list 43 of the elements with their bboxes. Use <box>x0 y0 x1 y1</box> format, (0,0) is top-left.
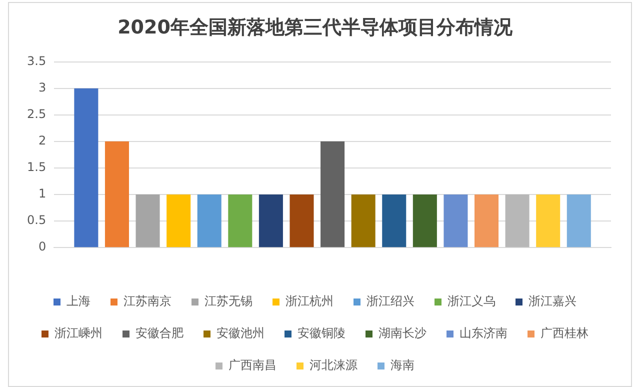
legend-label: 广西桂林 <box>540 326 588 340</box>
bar <box>536 194 560 248</box>
legend-label: 河北涞源 <box>310 358 358 372</box>
bar <box>166 194 191 248</box>
y-tick-label: 3.5 <box>26 54 46 68</box>
bar <box>412 194 437 248</box>
legend-label: 海南 <box>390 358 414 372</box>
legend-label: 安徽池州 <box>216 326 264 340</box>
bar <box>351 194 376 248</box>
y-tick-label: 3 <box>38 80 46 94</box>
bar <box>505 194 530 248</box>
legend-label: 安徽铜陵 <box>298 326 346 340</box>
legend-label: 山东济南 <box>460 326 508 340</box>
legend-label: 浙江杭州 <box>286 294 334 308</box>
y-tick-label: 2 <box>38 134 46 148</box>
bar <box>197 194 222 248</box>
y-tick-label: 0 <box>38 240 46 254</box>
bar <box>74 88 98 248</box>
bar <box>290 194 314 248</box>
legend-label: 安徽合肥 <box>136 326 184 340</box>
legend-label: 江苏无锡 <box>204 294 252 308</box>
bar <box>228 194 252 248</box>
bar <box>320 141 345 248</box>
legend-label: 浙江绍兴 <box>366 294 414 308</box>
bar <box>382 194 406 248</box>
bar <box>444 194 468 248</box>
bar <box>566 194 591 248</box>
legend-label: 广西南昌 <box>228 358 276 372</box>
y-tick-label: 0.5 <box>26 213 46 228</box>
legend-label: 浙江义乌 <box>448 294 496 308</box>
legend-label: 湖南长沙 <box>378 326 426 340</box>
chart-title: 2020年全国新落地第三代半导体项目分布情况 <box>118 16 514 38</box>
y-tick-label: 1 <box>38 186 46 201</box>
legend-label: 浙江嘉兴 <box>528 294 576 308</box>
bar <box>104 141 129 248</box>
legend-label: 浙江嵊州 <box>54 326 102 340</box>
legend-label: 上海 <box>66 294 90 308</box>
bar <box>474 194 499 248</box>
bar <box>136 194 160 248</box>
y-tick-label: 1.5 <box>26 160 46 174</box>
bar <box>258 194 283 248</box>
y-tick-label: 2.5 <box>26 107 46 122</box>
legend-label: 江苏南京 <box>124 294 172 308</box>
